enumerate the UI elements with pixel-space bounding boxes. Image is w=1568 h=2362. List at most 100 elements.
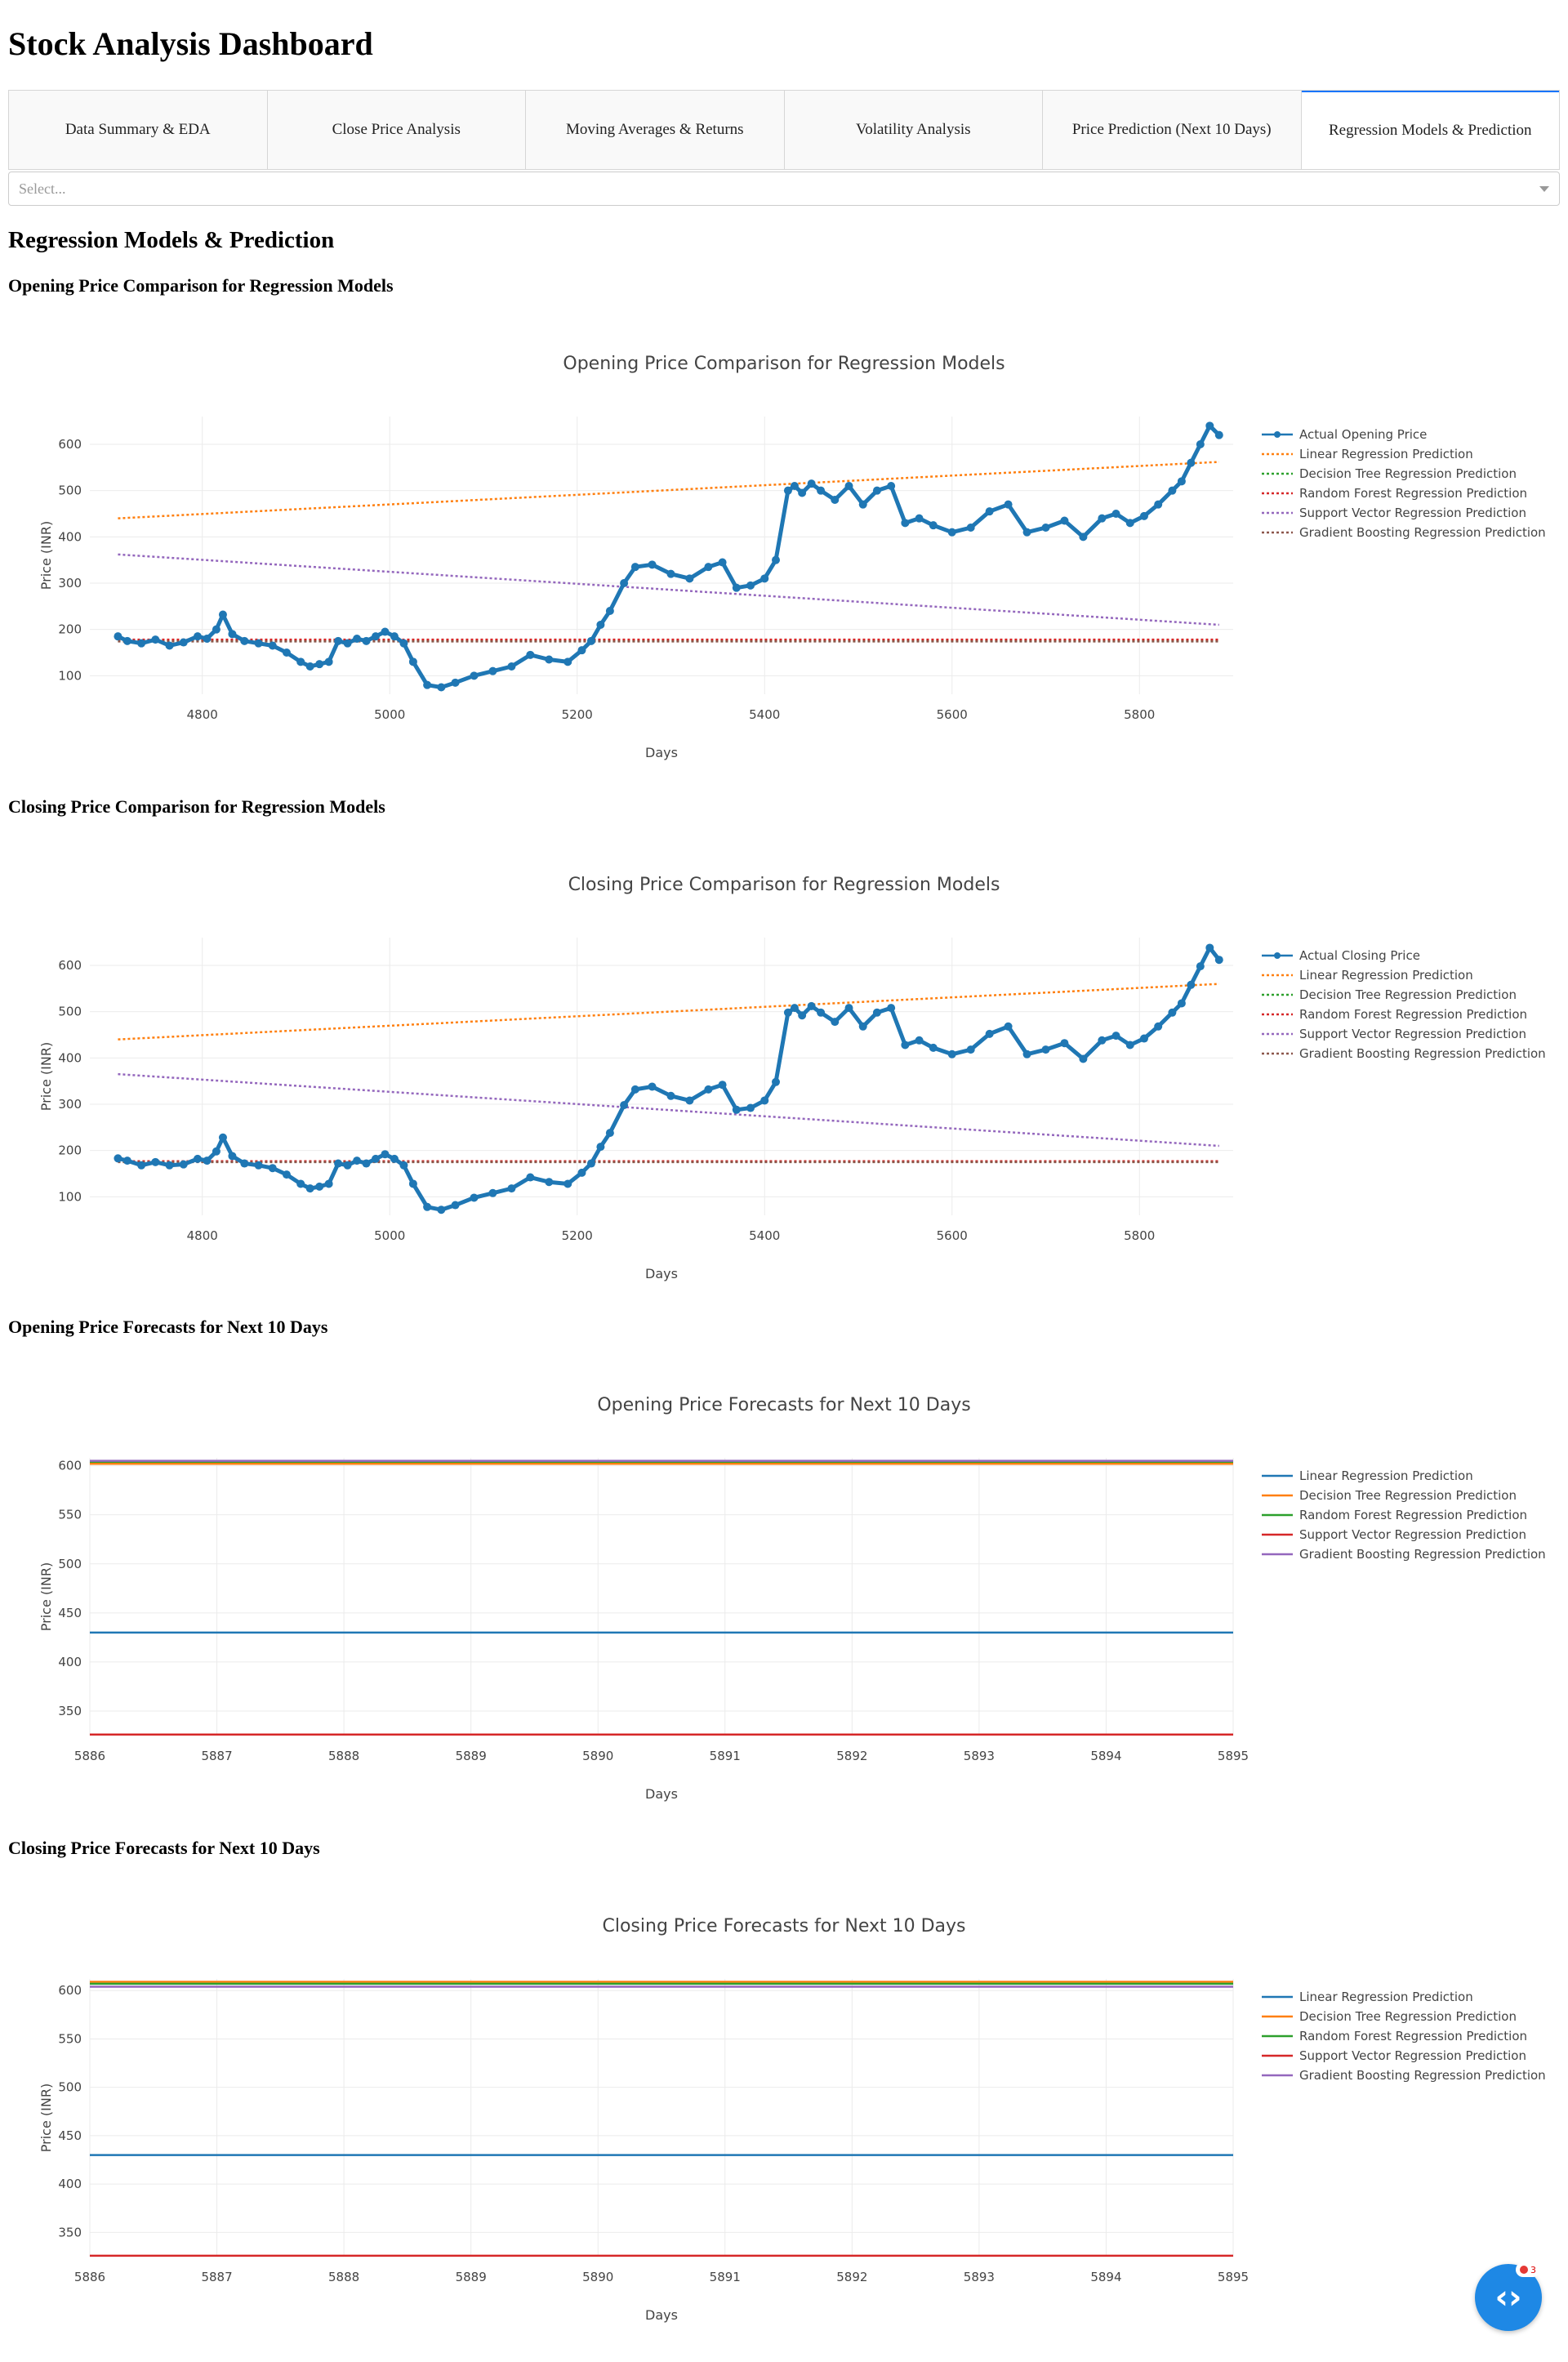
data-point	[901, 519, 910, 528]
data-point	[193, 632, 202, 641]
data-point	[772, 1077, 780, 1086]
opening-price-comparison-chart[interactable]: Opening Price Comparison for Regression …	[0, 314, 1568, 771]
data-point	[381, 1150, 390, 1159]
x-tick-label: 5886	[74, 2270, 105, 2284]
chart-title: Opening Price Comparison for Regression …	[563, 354, 1004, 374]
data-point	[218, 1133, 227, 1142]
y-tick-label: 600	[58, 1459, 82, 1473]
data-point	[315, 1182, 324, 1191]
select-dropdown[interactable]: Select...	[8, 172, 1560, 206]
data-point	[305, 662, 314, 671]
data-point	[718, 558, 727, 567]
data-point	[790, 1004, 799, 1013]
y-tick-label: 300	[58, 576, 82, 590]
data-point	[901, 1041, 910, 1050]
data-point	[507, 1184, 516, 1193]
x-tick-label: 5000	[374, 1228, 405, 1243]
data-point	[620, 1101, 629, 1110]
data-point	[1196, 440, 1205, 448]
data-point	[586, 1159, 595, 1168]
legend-label: Linear Regression Prediction	[1299, 1990, 1473, 2004]
x-tick-label: 5891	[710, 2270, 741, 2284]
data-point	[212, 1147, 220, 1156]
closing-price-forecast-chart[interactable]: Closing Price Forecasts for Next 10 Days…	[0, 1876, 1568, 2333]
legend-label: Support Vector Regression Prediction	[1299, 506, 1526, 520]
opening-price-forecast-chart[interactable]: Opening Price Forecasts for Next 10 Days…	[0, 1355, 1568, 1812]
data-point	[254, 1161, 263, 1170]
chart-title: Closing Price Forecasts for Next 10 Days	[603, 1916, 966, 1936]
data-point	[137, 639, 146, 648]
chart-title: Closing Price Comparison for Regression …	[568, 875, 1000, 895]
chevron-down-icon[interactable]	[1539, 186, 1549, 192]
data-point	[1205, 943, 1214, 952]
x-tick-label: 5888	[328, 2270, 359, 2284]
x-tick-label: 5600	[937, 707, 968, 722]
data-point	[334, 1159, 343, 1168]
data-point	[151, 635, 160, 644]
y-tick-label: 550	[58, 2031, 82, 2046]
legend-label: Decision Tree Regression Prediction	[1299, 1488, 1517, 1503]
data-point	[1125, 1041, 1134, 1050]
data-point	[408, 1179, 417, 1188]
x-tick-label: 5891	[710, 1749, 741, 1763]
data-point	[966, 1045, 975, 1054]
dropdown-placeholder: Select...	[19, 180, 66, 197]
data-point	[268, 641, 277, 650]
data-point	[1060, 516, 1069, 525]
x-tick-label: 5200	[562, 707, 593, 722]
series-line-1	[118, 461, 1219, 519]
data-point	[746, 581, 755, 590]
data-point	[114, 1154, 122, 1163]
data-point	[1022, 528, 1031, 537]
tab-regression-models[interactable]: Regression Models & Prediction	[1301, 91, 1559, 169]
series-line-0	[117, 423, 1221, 689]
data-point	[746, 1103, 755, 1112]
tab-moving-averages[interactable]: Moving Averages & Returns	[526, 91, 785, 169]
legend-marker	[1274, 952, 1281, 959]
data-point	[586, 636, 595, 645]
data-point	[732, 1105, 741, 1114]
data-point	[362, 1159, 371, 1168]
y-tick-label: 400	[58, 1050, 82, 1065]
data-point	[423, 680, 432, 689]
tab-price-prediction[interactable]: Price Prediction (Next 10 Days)	[1043, 91, 1302, 169]
data-point	[817, 486, 826, 495]
data-point	[240, 636, 249, 645]
y-tick-label: 200	[58, 1143, 82, 1158]
tab-data-summary[interactable]: Data Summary & EDA	[9, 91, 268, 169]
data-point	[315, 660, 324, 669]
notification-badge: 3	[1516, 2262, 1540, 2277]
data-point	[1214, 956, 1223, 965]
closing-price-comparison-chart[interactable]: Closing Price Comparison for Regression …	[0, 835, 1568, 1292]
legend-label: Random Forest Regression Prediction	[1299, 1508, 1527, 1522]
data-point	[798, 488, 807, 497]
data-point	[114, 632, 122, 641]
data-point	[1041, 524, 1050, 532]
x-tick-label: 5800	[1124, 1228, 1155, 1243]
data-point	[353, 635, 362, 643]
data-point	[783, 1008, 792, 1017]
x-tick-label: 5890	[582, 2270, 613, 2284]
tab-bar: Data Summary & EDA Close Price Analysis …	[8, 90, 1560, 170]
legend-label: Actual Closing Price	[1299, 948, 1420, 963]
y-tick-label: 300	[58, 1097, 82, 1112]
x-tick-label: 5889	[456, 2270, 487, 2284]
tab-volatility-analysis[interactable]: Volatility Analysis	[785, 91, 1043, 169]
data-point	[630, 563, 639, 572]
data-point	[390, 1154, 399, 1163]
data-point	[203, 1156, 212, 1165]
data-point	[165, 641, 174, 650]
x-tick-label: 5893	[964, 1749, 995, 1763]
data-point	[831, 1018, 840, 1027]
data-point	[718, 1081, 727, 1090]
data-point	[947, 528, 956, 537]
data-point	[353, 1156, 362, 1165]
data-point	[564, 1179, 572, 1188]
legend-label: Decision Tree Regression Prediction	[1299, 2009, 1517, 2024]
legend-label: Decision Tree Regression Prediction	[1299, 987, 1517, 1002]
tab-close-price-analysis[interactable]: Close Price Analysis	[268, 91, 526, 169]
legend-label: Linear Regression Prediction	[1299, 1468, 1473, 1483]
x-axis-label: Days	[645, 1786, 678, 1802]
y-tick-label: 350	[58, 2225, 82, 2239]
legend-label: Gradient Boosting Regression Prediction	[1299, 1046, 1546, 1061]
